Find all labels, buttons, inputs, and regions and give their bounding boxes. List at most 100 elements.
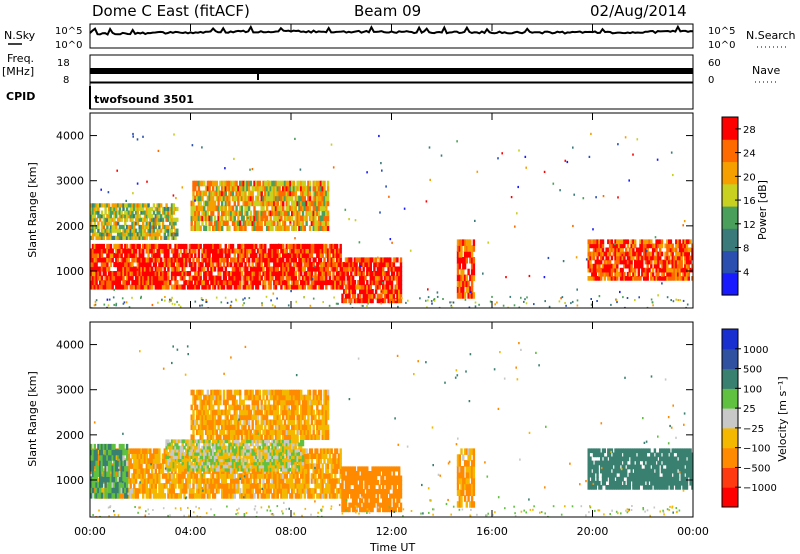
- heatmap-speck: [552, 182, 555, 185]
- heatmap-cell: [106, 224, 109, 230]
- heatmap-cell: [140, 235, 143, 240]
- heatmap-cell: [93, 476, 96, 483]
- heatmap-cell: [208, 257, 211, 263]
- heatmap-cell: [239, 180, 242, 187]
- heatmap-cell: [260, 205, 263, 212]
- heatmap-cell: [659, 251, 662, 257]
- heatmap-cell: [172, 478, 175, 484]
- heatmap-cell: [294, 262, 297, 268]
- heatmap-cell: [167, 275, 170, 281]
- heatmap-cell: [204, 257, 208, 263]
- heatmap-speck: [595, 196, 597, 199]
- heatmap-speck: [438, 306, 441, 308]
- heatmap-cell: [142, 448, 145, 454]
- heatmap-cell: [111, 257, 114, 263]
- heatmap-cell: [292, 262, 296, 268]
- heatmap-cell: [662, 263, 665, 269]
- heatmap-cell: [145, 262, 148, 268]
- heatmap-speck: [164, 296, 166, 298]
- heatmap-cell: [129, 203, 132, 208]
- heatmap-cell: [174, 266, 177, 272]
- heatmap-cell: [197, 461, 201, 466]
- heatmap-cell: [267, 248, 271, 254]
- heatmap-cell: [253, 248, 256, 254]
- heatmap-cell: [626, 259, 630, 265]
- heatmap-cell: [176, 458, 179, 463]
- heatmap-cell: [258, 262, 262, 268]
- heatmap-cell: [231, 215, 235, 222]
- heatmap-cell: [242, 488, 245, 494]
- heatmap-cell: [256, 225, 260, 231]
- heatmap-cell: [90, 252, 93, 258]
- heatmap-cell: [458, 280, 461, 287]
- heatmap-cell: [235, 478, 238, 484]
- heatmap-cell: [669, 259, 673, 265]
- heatmap-cell: [179, 452, 183, 456]
- heatmap-speck: [230, 300, 233, 303]
- heatmap-cell: [258, 243, 262, 249]
- heatmap-cell: [396, 271, 399, 277]
- heatmap-cell: [204, 488, 208, 494]
- heatmap-cell: [147, 280, 150, 286]
- heatmap-cell: [217, 215, 220, 222]
- heatmap-cell: [659, 267, 662, 273]
- heatmap-cell: [247, 248, 251, 254]
- heatmap-cell: [298, 205, 301, 212]
- heatmap-cell: [616, 263, 619, 269]
- heatmap-cell: [237, 463, 240, 469]
- heatmap-speck: [388, 195, 390, 198]
- heatmap-cell: [399, 289, 403, 295]
- heatmap-cell: [206, 185, 210, 192]
- heatmap-cell: [260, 448, 263, 454]
- heatmap-cell: [203, 257, 206, 263]
- heatmap-cell: [124, 214, 127, 219]
- heatmap-cell: [224, 180, 227, 187]
- heatmap-cell: [470, 292, 474, 299]
- heatmap-cell: [321, 493, 324, 499]
- heatmap-speck: [265, 295, 268, 298]
- heatmap-cell: [260, 220, 263, 226]
- heatmap-cell: [113, 206, 116, 212]
- heatmap-cell: [265, 200, 269, 207]
- heatmap-speck: [489, 300, 492, 303]
- heatmap-cell: [163, 284, 166, 290]
- heatmap-cell: [127, 271, 131, 277]
- heatmap-cell: [149, 235, 152, 240]
- heatmap-cell: [107, 235, 111, 240]
- heatmap-cell: [151, 478, 154, 484]
- heatmap-cell: [116, 492, 120, 499]
- heatmap-cell: [152, 262, 156, 268]
- heatmap-cell: [332, 453, 335, 459]
- heatmap-cell: [145, 493, 148, 499]
- heatmap-cell: [350, 266, 353, 272]
- heatmap-cell: [669, 267, 673, 273]
- heatmap-cell: [255, 284, 258, 290]
- heatmap-speck: [624, 306, 626, 308]
- heatmap-cell: [314, 205, 317, 212]
- heatmap-cell: [321, 205, 324, 212]
- heatmap-cell: [256, 180, 260, 187]
- heatmap-cell: [116, 243, 120, 249]
- heatmap-cell: [210, 190, 213, 197]
- heatmap-cell: [160, 483, 163, 489]
- heatmap-cell: [271, 271, 274, 277]
- heatmap-cell: [237, 200, 240, 207]
- heatmap-cell: [392, 257, 396, 263]
- heatmap-cell: [264, 473, 267, 479]
- heatmap-cell: [237, 280, 240, 286]
- heatmap-cell: [165, 214, 168, 219]
- heatmap-cell: [326, 195, 330, 202]
- heatmap-speck: [251, 168, 254, 171]
- heatmap-cell: [383, 284, 387, 290]
- heatmap-cell: [221, 284, 224, 290]
- heatmap-cell: [247, 284, 251, 290]
- heatmap-cell: [600, 239, 603, 245]
- heatmap-cell: [122, 206, 125, 212]
- heatmap-cell: [246, 200, 249, 207]
- heatmap-cell: [163, 262, 166, 268]
- heatmap-cell: [118, 487, 122, 494]
- heatmap-speck: [333, 296, 335, 299]
- heatmap-cell: [217, 439, 220, 444]
- heatmap-cell: [303, 185, 306, 192]
- heatmap-cell: [125, 206, 129, 212]
